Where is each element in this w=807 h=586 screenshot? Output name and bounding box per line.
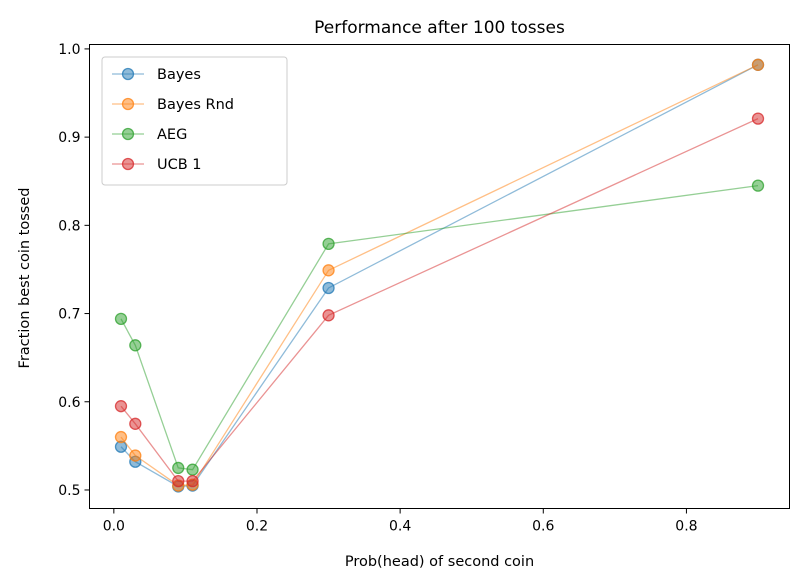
data-point <box>322 264 335 277</box>
series-1 <box>114 58 765 492</box>
data-point <box>186 463 199 476</box>
legend-box <box>101 56 288 186</box>
legend-label: UCB 1 <box>157 157 202 173</box>
y-tick-label: 0.8 <box>58 218 80 234</box>
data-point <box>172 461 185 475</box>
legend-item: UCB 1 <box>112 157 202 173</box>
data-point <box>751 58 765 71</box>
data-point <box>129 449 142 462</box>
series-3 <box>114 112 765 488</box>
legend-marker <box>121 127 135 141</box>
y-tick-label: 0.6 <box>58 395 80 411</box>
data-point <box>322 309 335 322</box>
y-tick-label: 0.9 <box>58 130 80 146</box>
x-tick-label: 0.4 <box>389 519 411 535</box>
data-point <box>322 281 335 295</box>
legend-item: Bayes Rnd <box>112 97 234 113</box>
legend-marker <box>121 97 135 111</box>
data-point <box>114 312 128 325</box>
data-point <box>172 475 185 488</box>
legend-marker <box>121 157 135 171</box>
x-axis-label: Prob(head) of second coin <box>345 554 534 570</box>
data-point <box>114 430 128 444</box>
x-tick-label: 0.6 <box>532 519 554 535</box>
data-point <box>114 400 128 413</box>
y-tick-label: 0.7 <box>58 307 80 323</box>
x-tick-label: 0.0 <box>103 519 125 535</box>
legend-label: Bayes <box>157 67 201 83</box>
data-point <box>129 417 142 430</box>
chart-title: Performance after 100 tosses <box>314 18 565 38</box>
x-axis: 0.0 0.2 0.4 0.6 0.8 <box>103 508 698 535</box>
series-2 <box>114 179 765 476</box>
data-point <box>751 112 765 125</box>
data-point <box>129 339 142 352</box>
data-point <box>186 475 199 488</box>
legend: Bayes Bayes Rnd AEG UCB 1 <box>101 56 288 186</box>
y-tick-label: 0.5 <box>58 483 80 499</box>
legend-item: Bayes <box>112 67 201 83</box>
data-point <box>322 237 335 251</box>
x-tick-label: 0.8 <box>675 519 697 535</box>
y-axis: 0.5 0.6 0.7 0.8 0.9 1.0 <box>58 42 90 499</box>
x-tick-label: 0.2 <box>246 519 268 535</box>
axes-frame <box>89 44 790 509</box>
legend-item: AEG <box>112 127 187 143</box>
legend-label: Bayes Rnd <box>157 97 234 113</box>
plot-area <box>114 58 765 493</box>
y-axis-label: Fraction best coin tossed <box>17 188 33 369</box>
legend-label: AEG <box>157 127 187 143</box>
y-tick-label: 1.0 <box>58 42 80 58</box>
legend-marker <box>121 67 135 81</box>
data-point <box>751 179 765 192</box>
